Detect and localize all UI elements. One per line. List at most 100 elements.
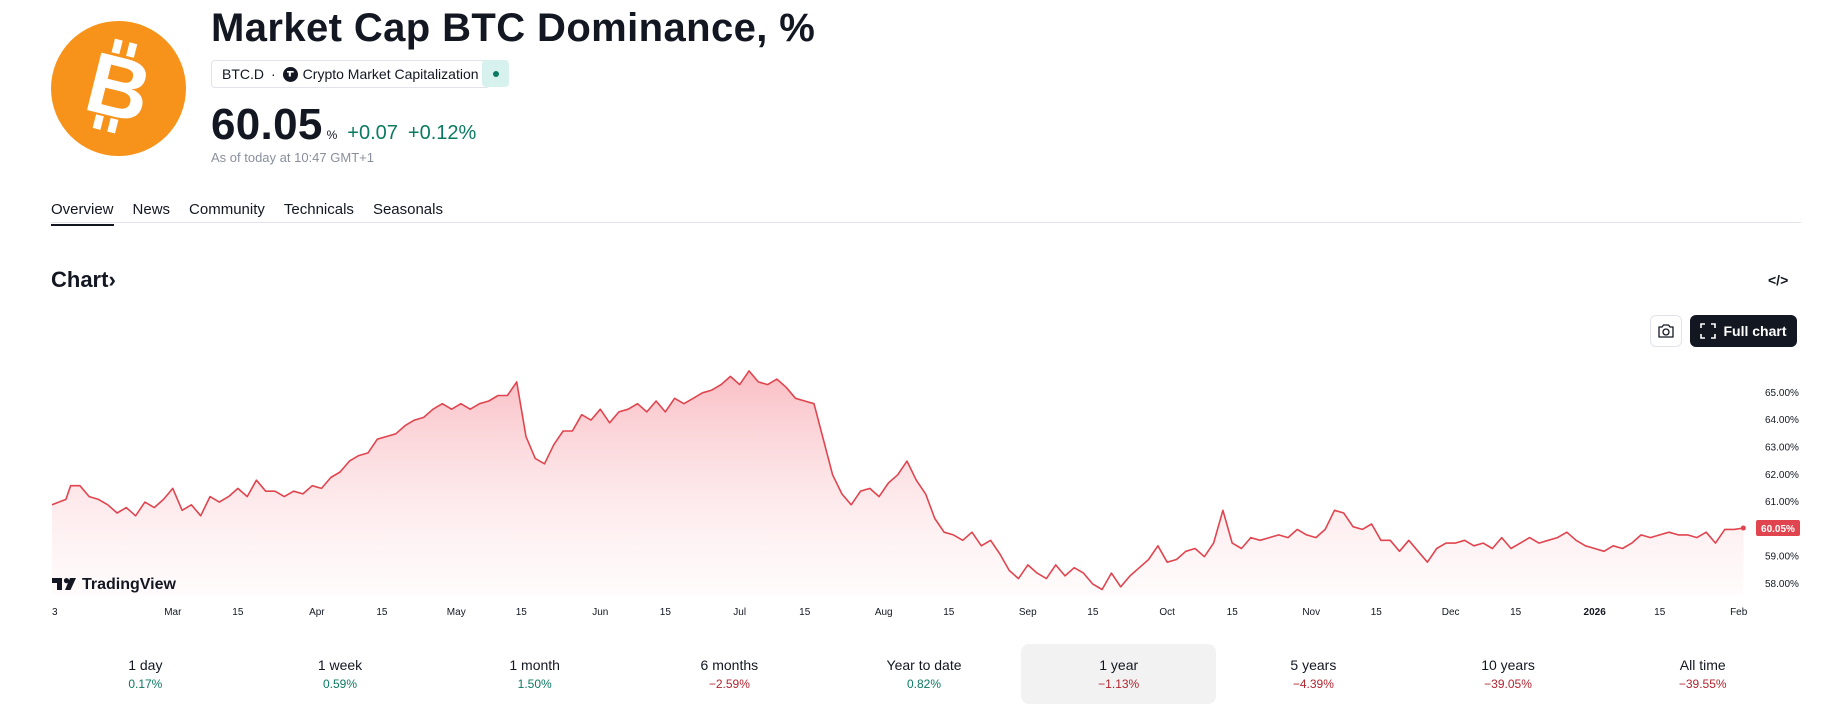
as-of-timestamp: As of today at 10:47 GMT+1: [211, 150, 374, 165]
range-year-to-date[interactable]: Year to date 0.82%: [827, 644, 1022, 704]
market-status-badge[interactable]: [482, 60, 509, 87]
x-tick-label: 15: [799, 607, 811, 618]
x-tick-label: 15: [1371, 607, 1383, 618]
x-tick-label: May: [447, 607, 466, 618]
range-value: −1.13%: [1098, 677, 1140, 691]
x-tick-label: Jun: [592, 607, 608, 618]
y-tick-label: 58.00%: [1765, 579, 1799, 590]
x-tick-label: Mar: [164, 607, 182, 618]
x-tick-label: Sep: [1019, 607, 1037, 618]
range-1-day[interactable]: 1 day 0.17%: [48, 644, 243, 704]
symbol-label: BTC.D: [222, 66, 264, 82]
x-tick-label: 15: [232, 607, 244, 618]
y-tick-label: 62.00%: [1765, 470, 1799, 481]
range-label: 6 months: [700, 657, 759, 673]
range-value: −39.55%: [1678, 677, 1727, 691]
embed-code-icon[interactable]: </>: [1768, 272, 1789, 288]
tradingview-watermark-text: TradingView: [82, 576, 177, 593]
tabs-divider: [51, 222, 1801, 223]
last-value-badge: [1756, 520, 1800, 537]
performance-ranges: 1 day 0.17% 1 week 0.59% 1 month 1.50% 6…: [48, 644, 1800, 704]
camera-icon: [1658, 324, 1674, 338]
range-label: 1 year: [1099, 657, 1139, 673]
x-tick-label: 15: [1654, 607, 1666, 618]
range-value: 0.59%: [322, 677, 358, 691]
x-tick-label: 15: [516, 607, 528, 618]
chart-section-link[interactable]: Chart›: [51, 267, 116, 293]
x-tick-label: 15: [376, 607, 388, 618]
symbol-chip[interactable]: BTC.D · Crypto Market Capitalization: [211, 60, 490, 88]
y-tick-label: 63.00%: [1765, 442, 1799, 453]
tab-seasonals[interactable]: Seasonals: [372, 201, 443, 218]
x-tick-label: Feb: [1730, 607, 1748, 618]
x-tick-label: 15: [660, 607, 672, 618]
range-5-years[interactable]: 5 years −4.39%: [1216, 644, 1411, 704]
price-row: 60.05 % +0.07 +0.12%: [211, 100, 476, 150]
full-chart-button[interactable]: Full chart: [1690, 315, 1797, 347]
bitcoin-logo: B: [51, 21, 186, 156]
tab-bar: Overview News Community Technicals Seaso…: [51, 201, 462, 226]
full-chart-label: Full chart: [1723, 323, 1787, 339]
symbol-separator: ·: [271, 66, 276, 82]
last-point-marker: [1740, 525, 1746, 531]
range-value: 0.17%: [128, 677, 163, 691]
change-absolute: +0.07: [347, 122, 398, 144]
range-label: Year to date: [886, 657, 962, 673]
tradingview-badge-icon: [282, 66, 298, 82]
last-value-label: 60.05%: [1761, 524, 1795, 535]
x-tick-label: Apr: [309, 607, 325, 618]
series-area-fill: [52, 370, 1744, 595]
x-tick-label: 15: [1087, 607, 1099, 618]
tab-community[interactable]: Community: [189, 201, 265, 218]
y-tick-label: 61.00%: [1765, 497, 1799, 508]
fullscreen-icon: [1700, 323, 1717, 339]
change-percent: +0.12%: [407, 122, 477, 144]
range-label: 5 years: [1290, 657, 1337, 673]
range-1-month[interactable]: 1 month 1.50%: [437, 644, 632, 704]
bitcoin-icon: B: [77, 34, 160, 142]
range-value: −4.39%: [1292, 677, 1334, 691]
range-6-months[interactable]: 6 months −2.59%: [632, 644, 827, 704]
tab-overview[interactable]: Overview: [51, 201, 114, 226]
price-value: 60.05: [211, 100, 323, 149]
range-label: 1 day: [128, 657, 163, 673]
chart-heading: Chart: [51, 267, 109, 292]
tab-technicals[interactable]: Technicals: [283, 201, 354, 218]
x-tick-label: 15: [1510, 607, 1522, 618]
range-value: 1.50%: [517, 677, 552, 691]
range-all-time[interactable]: All time −39.55%: [1605, 644, 1800, 704]
tradingview-logo-icon: [52, 578, 76, 590]
page-title: Market Cap BTC Dominance, %: [211, 6, 816, 50]
x-tick-label: Aug: [875, 607, 893, 618]
x-tick-label: Nov: [1302, 607, 1320, 618]
tradingview-watermark[interactable]: TradingView: [52, 576, 177, 593]
btc-dominance-chart[interactable]: 65.00%64.00%63.00%62.00%61.00%60.00%59.0…: [0, 350, 1822, 630]
series-line: [51, 370, 1744, 591]
x-tick-label: 3: [52, 607, 58, 618]
range-value: −2.59%: [708, 677, 750, 691]
range-label: 1 month: [509, 657, 560, 673]
chevron-right-icon: ›: [108, 267, 116, 292]
status-dot-icon: [492, 70, 499, 77]
x-tick-label: Dec: [1442, 607, 1460, 618]
range-10-years[interactable]: 10 years −39.05%: [1411, 644, 1606, 704]
snapshot-button[interactable]: [1650, 315, 1682, 347]
x-tick-label: 15: [943, 607, 955, 618]
x-tick-label: 15: [1227, 607, 1239, 618]
price-unit: %: [326, 128, 338, 142]
range-1-week[interactable]: 1 week 0.59%: [243, 644, 438, 704]
range-value: −39.05%: [1484, 677, 1532, 691]
range-value: 0.82%: [907, 677, 942, 691]
y-tick-label: 59.00%: [1765, 552, 1799, 563]
range-label: 10 years: [1481, 657, 1535, 673]
range-label: 1 week: [317, 657, 363, 673]
tab-news[interactable]: News: [132, 201, 171, 218]
x-tick-label: Oct: [1159, 607, 1175, 618]
range-label: All time: [1679, 657, 1726, 673]
y-tick-label: 64.00%: [1765, 415, 1799, 426]
x-tick-label: 2026: [1584, 607, 1607, 618]
x-tick-label: Jul: [733, 607, 746, 618]
range-1-year[interactable]: 1 year −1.13%: [1021, 644, 1217, 704]
exchange-label: Crypto Market Capitalization: [302, 66, 479, 82]
y-tick-label: 65.00%: [1765, 388, 1799, 399]
